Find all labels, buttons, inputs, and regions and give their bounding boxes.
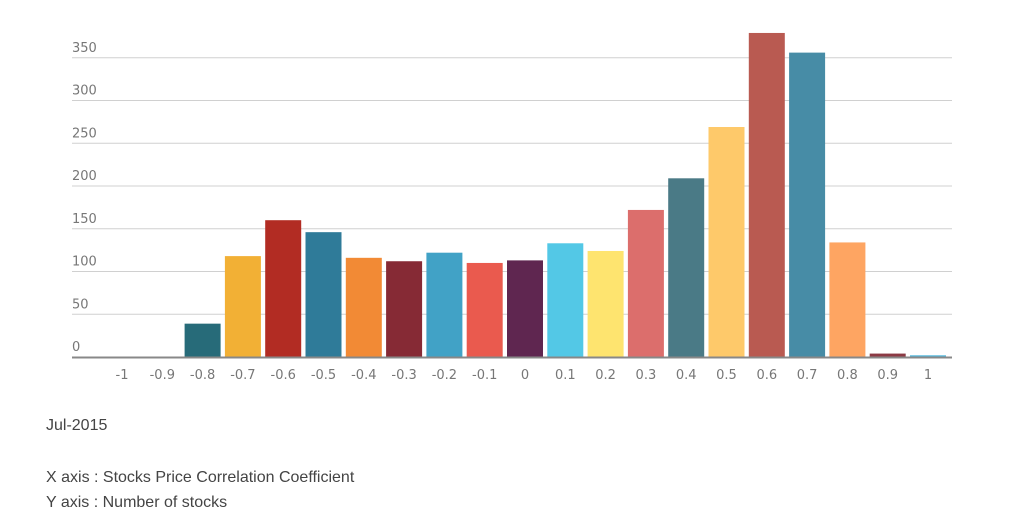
x-tick-label: 0.3 (636, 368, 657, 383)
bar (547, 243, 584, 357)
bar (305, 232, 342, 357)
x-tick-label: -0.2 (432, 368, 457, 383)
x-tick-label: -0.1 (472, 368, 497, 383)
x-tick-label: -0.6 (271, 368, 296, 383)
bar (184, 323, 221, 357)
date-label: Jul-2015 (46, 417, 108, 434)
bar (426, 252, 463, 357)
y-tick-label: 350 (72, 41, 97, 56)
x-tick-label: 0.8 (837, 368, 858, 383)
x-tick-label: -0.7 (230, 368, 255, 383)
bar (345, 257, 382, 357)
bar (668, 178, 705, 357)
x-tick-label: -0.3 (391, 368, 416, 383)
y-axis-caption: Y axis : Number of stocks (46, 494, 228, 511)
bar (748, 32, 785, 358)
bar (789, 52, 826, 358)
x-axis-caption: X axis : Stocks Price Correlation Coeffi… (46, 469, 355, 486)
x-tick-label: 0.4 (676, 368, 697, 383)
bar (507, 260, 543, 357)
y-tick-label: 50 (72, 297, 89, 312)
x-tick-label: -0.4 (351, 368, 376, 383)
x-tick-label: 0.2 (595, 368, 616, 383)
x-tick-label: 0.9 (877, 368, 898, 383)
bar (627, 209, 664, 357)
y-tick-label: 200 (72, 169, 97, 184)
x-tick-label: 0.5 (716, 368, 737, 383)
bar (910, 355, 946, 357)
y-tick-label: 150 (72, 212, 97, 227)
x-tick-label: 0 (521, 368, 529, 383)
x-tick-label: -1 (116, 368, 129, 383)
y-tick-label: 100 (72, 255, 97, 270)
bar (587, 250, 624, 357)
x-tick-label: 1 (924, 368, 932, 383)
x-tick-label: -0.5 (311, 368, 336, 383)
bar (466, 262, 503, 357)
y-tick-label: 250 (72, 126, 97, 141)
bar (829, 242, 866, 357)
x-tick-label: -0.9 (150, 368, 175, 383)
bar (265, 220, 302, 357)
y-tick-label: 300 (72, 84, 97, 99)
bar (708, 127, 745, 357)
x-tick-label: 0.7 (797, 368, 818, 383)
x-tick-label: 0.1 (555, 368, 576, 383)
bar (386, 261, 423, 357)
bar (869, 353, 906, 357)
y-tick-label: 0 (72, 340, 80, 355)
x-tick-label: -0.8 (190, 368, 215, 383)
bar (224, 256, 261, 357)
x-tick-label: 0.6 (756, 368, 777, 383)
